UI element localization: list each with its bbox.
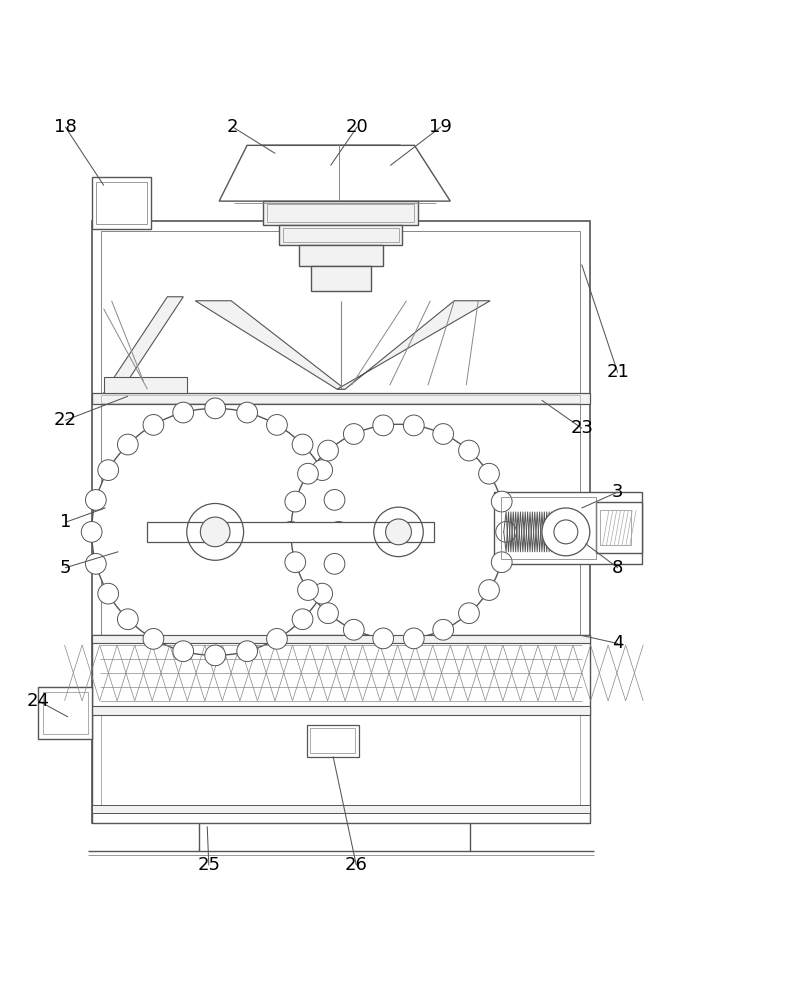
Circle shape	[205, 398, 226, 419]
Circle shape	[285, 552, 305, 573]
Circle shape	[281, 522, 301, 542]
Text: 18: 18	[54, 118, 77, 136]
Circle shape	[173, 641, 194, 662]
Circle shape	[143, 415, 164, 435]
Polygon shape	[195, 301, 345, 389]
Circle shape	[205, 645, 226, 666]
Circle shape	[386, 519, 411, 545]
Text: 21: 21	[607, 363, 629, 381]
Polygon shape	[104, 377, 187, 393]
Circle shape	[266, 415, 288, 435]
Circle shape	[117, 434, 138, 455]
Circle shape	[496, 522, 516, 542]
Circle shape	[433, 424, 453, 444]
Circle shape	[492, 552, 512, 573]
Bar	[101, 395, 580, 403]
Bar	[596, 502, 642, 553]
Circle shape	[285, 491, 305, 512]
Circle shape	[237, 402, 257, 423]
Circle shape	[344, 619, 364, 640]
Bar	[92, 635, 590, 643]
Bar	[267, 204, 414, 222]
Circle shape	[200, 517, 230, 547]
Circle shape	[297, 463, 318, 484]
Circle shape	[312, 583, 332, 604]
Circle shape	[292, 434, 313, 455]
Text: 8: 8	[612, 559, 623, 577]
Circle shape	[324, 490, 345, 510]
Circle shape	[458, 440, 479, 461]
Text: 22: 22	[54, 411, 77, 429]
Bar	[101, 707, 580, 813]
Circle shape	[237, 641, 257, 662]
Bar	[263, 201, 418, 225]
Circle shape	[458, 603, 479, 624]
Bar	[92, 393, 590, 404]
Text: 4: 4	[612, 634, 623, 652]
Text: 1: 1	[60, 513, 71, 531]
Text: 3: 3	[612, 483, 623, 501]
Circle shape	[98, 460, 119, 480]
Circle shape	[324, 553, 345, 574]
Circle shape	[266, 629, 288, 649]
Text: 23: 23	[571, 419, 593, 437]
Circle shape	[85, 490, 106, 510]
Circle shape	[479, 463, 500, 484]
Bar	[279, 225, 402, 245]
Bar	[92, 805, 590, 813]
Bar	[600, 510, 631, 545]
Circle shape	[403, 628, 424, 649]
Circle shape	[542, 508, 590, 556]
Text: 25: 25	[198, 856, 220, 874]
Bar	[92, 706, 590, 715]
Bar	[283, 228, 398, 242]
Circle shape	[318, 603, 339, 624]
Bar	[299, 245, 383, 266]
Bar	[96, 182, 147, 224]
Bar	[311, 266, 371, 291]
Bar	[101, 231, 580, 813]
Bar	[494, 492, 642, 564]
Bar	[43, 692, 88, 734]
Circle shape	[117, 609, 138, 630]
Circle shape	[92, 408, 339, 655]
Bar	[147, 522, 434, 542]
Text: 26: 26	[345, 856, 367, 874]
Polygon shape	[337, 301, 490, 389]
Bar	[92, 177, 151, 229]
Circle shape	[318, 440, 339, 461]
Bar	[92, 707, 590, 823]
Circle shape	[292, 609, 313, 630]
Bar	[310, 728, 355, 753]
Text: 20: 20	[346, 118, 368, 136]
Circle shape	[479, 580, 500, 600]
Bar	[307, 725, 359, 757]
Circle shape	[312, 460, 332, 480]
Polygon shape	[104, 297, 183, 393]
Circle shape	[173, 402, 194, 423]
Circle shape	[344, 424, 364, 444]
Text: 19: 19	[430, 118, 452, 136]
Circle shape	[81, 522, 102, 542]
Circle shape	[297, 580, 318, 600]
Circle shape	[291, 424, 506, 639]
Bar	[92, 635, 590, 707]
Text: 5: 5	[60, 559, 71, 577]
Circle shape	[403, 415, 424, 436]
Circle shape	[85, 553, 106, 574]
Polygon shape	[219, 145, 450, 201]
Circle shape	[143, 629, 163, 649]
Circle shape	[373, 628, 394, 649]
Bar	[92, 221, 590, 823]
Circle shape	[98, 583, 119, 604]
Circle shape	[328, 522, 349, 542]
Text: 2: 2	[227, 118, 238, 136]
Circle shape	[492, 491, 512, 512]
Text: 24: 24	[27, 692, 49, 710]
Bar	[38, 687, 92, 739]
Bar	[501, 497, 596, 559]
Circle shape	[433, 619, 453, 640]
Circle shape	[373, 415, 394, 436]
